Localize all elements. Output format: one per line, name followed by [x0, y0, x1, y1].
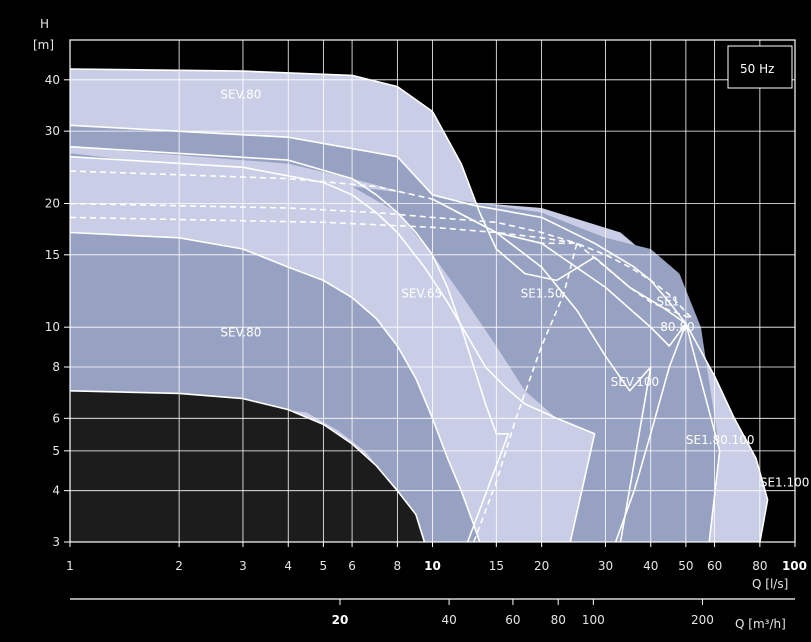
curve-line-6: [70, 231, 481, 542]
x-axis-unit: Q [l/s]: [752, 577, 788, 591]
y-tick-label-3: 6: [52, 411, 60, 425]
x-tick-label-10: 30: [598, 559, 613, 573]
region-label-5: SEV.80: [220, 325, 261, 339]
x2-tick-label-2: 60: [505, 613, 520, 627]
curve-line-2: [70, 145, 510, 542]
y-tick-label-5: 10: [45, 320, 60, 334]
y-tick-label-8: 30: [45, 124, 60, 138]
curve-line-5: [496, 231, 721, 542]
x-tick-label-6: 8: [394, 559, 402, 573]
y-tick-label-9: 40: [45, 73, 60, 87]
curve-line-4: [432, 198, 652, 542]
x-tick-label-0: 1: [66, 559, 74, 573]
y-tick-label-7: 20: [45, 196, 60, 210]
dashed-curve-1: [70, 202, 693, 320]
region-label-3: SE1: [657, 294, 680, 308]
x-tick-label-9: 20: [534, 559, 549, 573]
dashed-curve-2: [70, 216, 577, 245]
x-tick-label-12: 50: [678, 559, 693, 573]
curve-line-1: [70, 124, 687, 542]
frequency-box: 50 Hz: [727, 45, 793, 89]
x-tick-label-14: 80: [752, 559, 767, 573]
curve-line-0: [70, 68, 769, 542]
x2-tick-label-4: 100: [582, 613, 605, 627]
x2-tick-label-5: 200: [691, 613, 714, 627]
y-tick-label-1: 4: [52, 484, 60, 498]
x-tick-label-1: 2: [175, 559, 183, 573]
y-tick-label-6: 15: [45, 248, 60, 262]
dashed-curve-3: [473, 243, 578, 542]
region-label-8: SE1.100: [760, 475, 810, 489]
x-tick-label-4: 5: [320, 559, 328, 573]
x2-axis-unit: Q [m³/h]: [735, 617, 786, 631]
x2-tick-label-3: 80: [551, 613, 566, 627]
x-tick-label-15: 100: [782, 559, 807, 573]
x-tick-label-3: 4: [284, 559, 292, 573]
x2-tick-label-0: 20: [332, 613, 349, 627]
y-axis-unit: [m]: [33, 38, 54, 52]
y-tick-label-4: 8: [52, 360, 60, 374]
curve-line-7: [70, 390, 426, 542]
curve-line-3: [70, 155, 596, 542]
region-label-7: SE1.80.100: [686, 433, 755, 447]
region-label-0: SEV.80: [220, 88, 261, 102]
x-tick-label-2: 3: [239, 559, 247, 573]
frequency-label: 50 Hz: [740, 62, 774, 76]
x-tick-label-11: 40: [643, 559, 658, 573]
x2-tick-label-1: 40: [441, 613, 456, 627]
region-label-2: SE1.50: [521, 287, 563, 301]
x-tick-label-8: 15: [489, 559, 504, 573]
x-tick-label-7: 10: [424, 559, 441, 573]
x-tick-label-5: 6: [348, 559, 356, 573]
region-label-6: SEV.100: [611, 375, 660, 389]
dashed-curve-0: [70, 170, 693, 320]
y-tick-label-0: 3: [52, 535, 60, 549]
y-axis-label: H: [40, 17, 49, 31]
region-label-1: SEV.65: [401, 287, 442, 301]
region-7: [70, 390, 425, 542]
region-label-4: 80.80: [660, 320, 694, 334]
y-tick-label-2: 5: [52, 444, 60, 458]
x-tick-label-13: 60: [707, 559, 722, 573]
